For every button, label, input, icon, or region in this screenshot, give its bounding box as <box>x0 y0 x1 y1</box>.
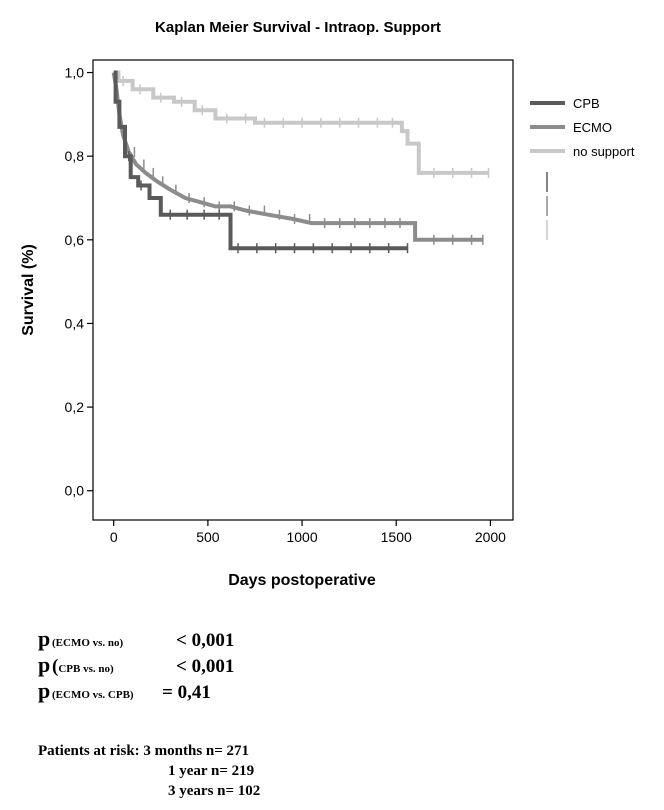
y-tick-label: 1,0 <box>65 65 85 81</box>
chart-title: Kaplan Meier Survival - Intraop. Support <box>155 19 441 36</box>
series-line-no-support <box>113 70 489 175</box>
comparison-label: (ECMO vs. CPB) <box>52 689 134 701</box>
p-symbol: p <box>38 678 51 703</box>
x-tick-label: 1000 <box>286 529 317 545</box>
y-tick-label: 0,0 <box>65 483 85 499</box>
p-symbol: p <box>38 652 51 677</box>
p-values: p (ECMO vs. no) < 0,001 p(CPB vs. no) < 0,0… <box>38 628 234 706</box>
comparison-paren: ( <box>52 656 59 677</box>
x-tick-label: 1500 <box>381 529 412 545</box>
legend: CPB ECMO no support <box>530 96 635 240</box>
y-axis-ticks: 0,0 0,2 0,4 0,6 0,8 1,0 <box>65 65 93 499</box>
y-axis-label: Survival (%) <box>20 244 37 336</box>
legend-label: no support <box>573 144 635 159</box>
p-value: = 0,41 <box>162 682 211 703</box>
x-axis-label: Days postoperative <box>228 572 376 589</box>
x-tick-label: 2000 <box>475 529 506 545</box>
p-symbol: p <box>38 626 51 651</box>
legend-label: ECMO <box>573 120 612 135</box>
x-tick-label: 500 <box>196 529 220 545</box>
y-tick-label: 0,4 <box>65 315 85 331</box>
y-tick-label: 0,8 <box>65 148 85 164</box>
series-layer <box>111 70 490 254</box>
kaplan-meier-chart: Kaplan Meier Survival - Intraop. Support… <box>20 19 635 589</box>
risk-line-1-year: 1 year n= 219 <box>168 763 255 779</box>
p-value-cpb-vs-no: p(CPB vs. no) < 0,001 <box>38 654 234 680</box>
comparison-label: (ECMO vs. no) <box>52 637 124 649</box>
p-value-ecmo-vs-cpb: p (ECMO vs. CPB) = 0,41 <box>38 680 234 706</box>
comparison-text: CPB vs. no) <box>58 663 114 675</box>
x-axis-ticks: 0 500 1000 1500 2000 <box>110 520 506 545</box>
p-value-ecmo-vs-no: p (ECMO vs. no) < 0,001 <box>38 628 234 654</box>
comparison-label: (CPB vs. no) <box>52 656 176 680</box>
patients-at-risk: Patients at risk: 3 months n= 271 1 year… <box>38 741 260 801</box>
risk-line-3-months: Patients at risk: 3 months n= 271 <box>38 743 250 759</box>
legend-label: CPB <box>573 96 600 111</box>
y-tick-label: 0,2 <box>65 399 85 415</box>
risk-line-3-years: 3 years n= 102 <box>168 783 261 799</box>
x-tick-label: 0 <box>110 529 118 545</box>
y-tick-label: 0,6 <box>65 232 85 248</box>
p-value: < 0,001 <box>176 630 235 651</box>
series-line-cpb <box>113 70 408 251</box>
p-value: < 0,001 <box>176 656 235 677</box>
plot-frame <box>92 59 514 521</box>
